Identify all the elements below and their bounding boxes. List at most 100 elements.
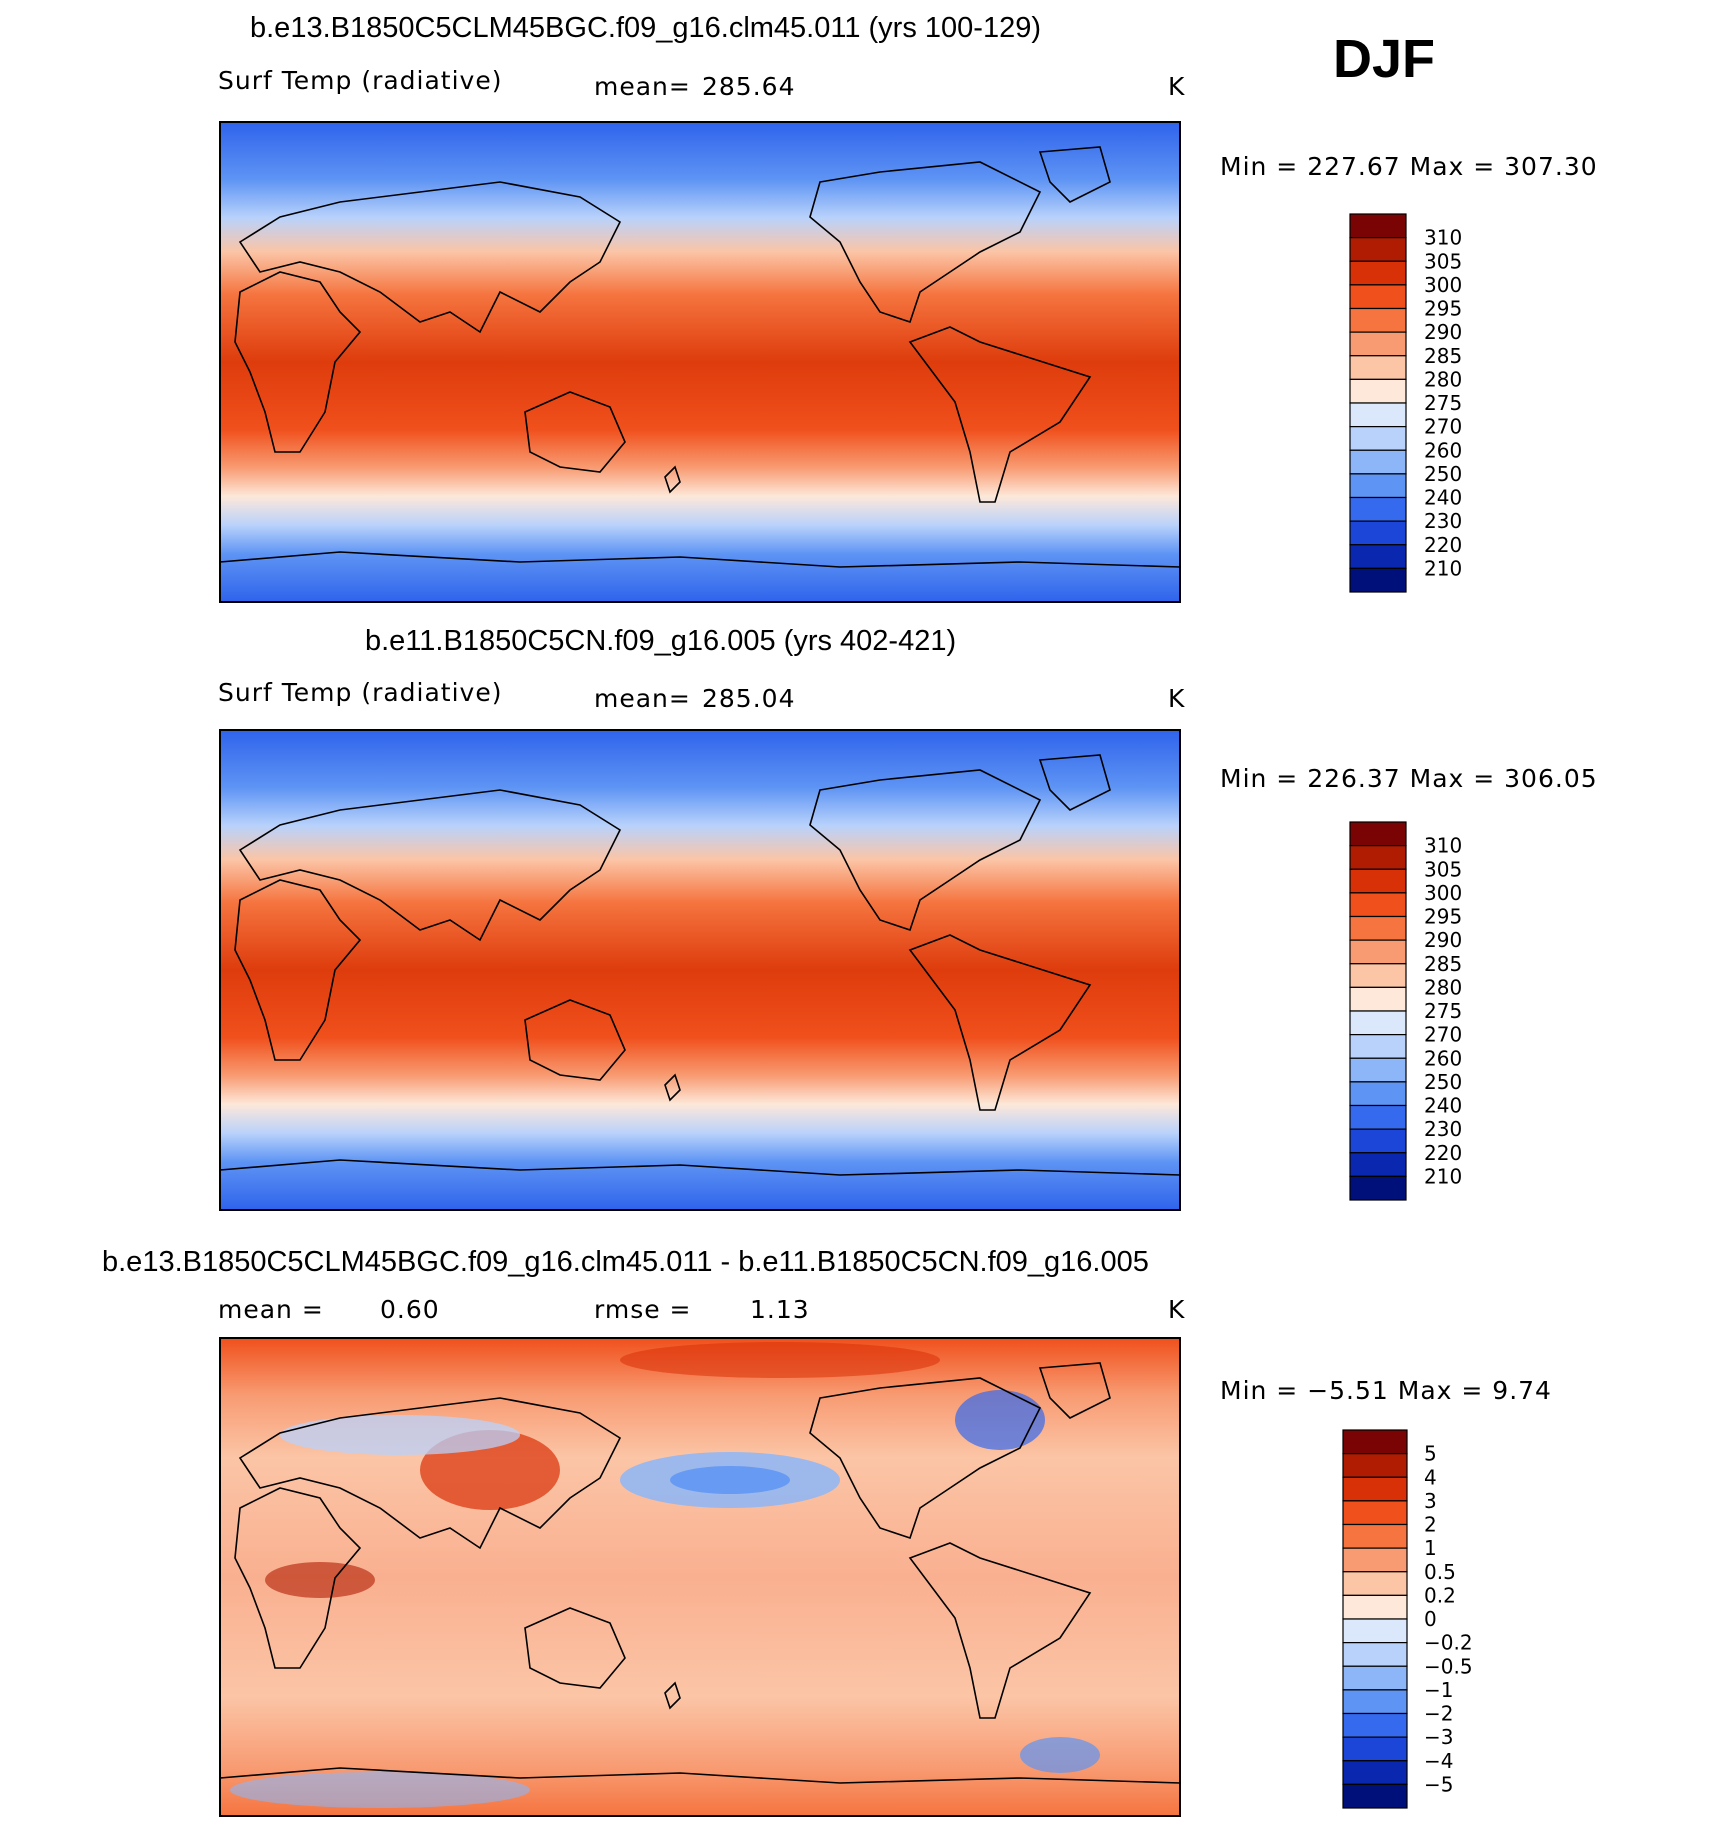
- panel3-rmse-value: 1.13: [750, 1295, 810, 1324]
- colorbar-tick-label: 230: [1424, 509, 1462, 533]
- panel3-title: b.e13.B1850C5CLM45BGC.f09_g16.clm45.011 …: [102, 1246, 1149, 1278]
- colorbar-swatch: [1349, 473, 1407, 499]
- panel1-mean-value: 285.64: [702, 72, 796, 101]
- colorbar-tick-label: 210: [1424, 1164, 1462, 1188]
- colorbar-swatch: [1349, 1057, 1407, 1083]
- panel1-variable: Surf Temp (radiative): [218, 66, 503, 95]
- colorbar-swatch: [1349, 307, 1407, 333]
- colorbar-tick-label: 285: [1424, 952, 1462, 976]
- colorbar-tick-label: −0.2: [1424, 1631, 1473, 1655]
- colorbar-tick-label: 240: [1424, 486, 1462, 510]
- colorbar-tick-label: −0.5: [1424, 1654, 1473, 1678]
- colorbar-tick-label: 4: [1424, 1465, 1437, 1489]
- colorbar-swatch: [1342, 1547, 1408, 1573]
- colorbar-tick-label: −3: [1424, 1725, 1453, 1749]
- colorbar-swatch: [1342, 1736, 1408, 1762]
- colorbar-tick-label: 1: [1424, 1536, 1437, 1560]
- colorbar-swatch: [1349, 520, 1407, 546]
- colorbar-swatch: [1342, 1453, 1408, 1478]
- panel2-variable: Surf Temp (radiative): [218, 678, 503, 707]
- colorbar-tick-label: 260: [1424, 438, 1462, 462]
- colorbar-tick-label: 310: [1424, 834, 1462, 858]
- colorbar-swatch: [1349, 331, 1407, 357]
- colorbar-swatch: [1349, 449, 1407, 475]
- colorbar-swatch: [1342, 1642, 1408, 1667]
- colorbar-tick-label: 2: [1424, 1513, 1437, 1537]
- colorbar-swatch: [1349, 1081, 1407, 1107]
- colorbar-tick-label: 230: [1424, 1117, 1462, 1141]
- panel2-colorbar: 3103053002952902852802752702602502402302…: [1349, 821, 1462, 1201]
- panel3-rmse-label: rmse =: [594, 1295, 692, 1324]
- panel1-colorbar: 3103053002952902852802752702602502402302…: [1349, 213, 1462, 593]
- colorbar-swatch: [1349, 963, 1407, 988]
- colorbar-swatch: [1349, 284, 1407, 310]
- colorbar-tick-label: 310: [1424, 226, 1462, 250]
- colorbar-swatch: [1349, 821, 1407, 847]
- colorbar-tick-label: 295: [1424, 905, 1462, 929]
- panel2-mean-label: mean=: [594, 684, 691, 713]
- colorbar-tick-label: 300: [1424, 881, 1462, 905]
- colorbar-swatch: [1342, 1783, 1408, 1809]
- panel3-mean-value: 0.60: [380, 1295, 440, 1324]
- season-label: DJF: [1333, 29, 1436, 89]
- colorbar-tick-label: 0: [1424, 1607, 1437, 1631]
- colorbar-tick-label: 300: [1424, 273, 1462, 297]
- colorbar-tick-label: 275: [1424, 999, 1462, 1023]
- colorbar-tick-label: 290: [1424, 928, 1462, 952]
- colorbar-tick-label: 240: [1424, 1094, 1462, 1118]
- panel1-mean-label: mean=: [594, 72, 691, 101]
- colorbar-swatch: [1349, 986, 1407, 1012]
- colorbar-swatch: [1349, 213, 1407, 239]
- colorbar-swatch: [1349, 845, 1407, 870]
- colorbar-tick-label: 0.5: [1424, 1560, 1456, 1584]
- colorbar-tick-label: 280: [1424, 367, 1462, 391]
- panel3-mean-label: mean =: [218, 1295, 324, 1324]
- colorbar-swatch: [1342, 1712, 1408, 1738]
- colorbar-swatch: [1349, 1175, 1407, 1201]
- colorbar-swatch: [1349, 939, 1407, 965]
- colorbar-swatch: [1349, 544, 1407, 569]
- colorbar-swatch: [1349, 567, 1407, 593]
- colorbar-tick-label: 250: [1424, 1070, 1462, 1094]
- colorbar-swatch: [1342, 1500, 1408, 1526]
- colorbar-swatch: [1342, 1665, 1408, 1691]
- panel1-minmax: Min = 227.67 Max = 307.30: [1220, 152, 1598, 181]
- colorbar-tick-label: 0.2: [1424, 1583, 1456, 1607]
- colorbar-tick-label: 5: [1424, 1442, 1437, 1466]
- colorbar-swatch: [1342, 1476, 1408, 1502]
- colorbar-tick-label: 250: [1424, 462, 1462, 486]
- colorbar-tick-label: 305: [1424, 857, 1462, 881]
- panel2-minmax: Min = 226.37 Max = 306.05: [1220, 764, 1598, 793]
- colorbar-swatch: [1349, 892, 1407, 918]
- colorbar-swatch: [1349, 260, 1407, 286]
- colorbar-tick-label: 260: [1424, 1046, 1462, 1070]
- colorbar-swatch: [1349, 426, 1407, 451]
- colorbar-tick-label: 210: [1424, 556, 1462, 580]
- panel2-map: [219, 729, 1181, 1211]
- colorbar-swatch: [1342, 1429, 1408, 1455]
- colorbar-tick-label: 290: [1424, 320, 1462, 344]
- colorbar-swatch: [1349, 355, 1407, 380]
- colorbar-swatch: [1349, 402, 1407, 428]
- colorbar-tick-label: 220: [1424, 1141, 1462, 1165]
- colorbar-swatch: [1342, 1594, 1408, 1620]
- colorbar-tick-label: 3: [1424, 1489, 1437, 1513]
- panel3-minmax: Min = −5.51 Max = 9.74: [1220, 1376, 1552, 1405]
- colorbar-tick-label: 295: [1424, 297, 1462, 321]
- colorbar-swatch: [1349, 1034, 1407, 1059]
- panel1-title: b.e13.B1850C5CLM45BGC.f09_g16.clm45.011 …: [250, 12, 1041, 44]
- colorbar-tick-label: −4: [1424, 1749, 1453, 1773]
- panel3-map: [219, 1337, 1181, 1817]
- colorbar-tick-label: 270: [1424, 1023, 1462, 1047]
- colorbar-tick-label: −1: [1424, 1678, 1453, 1702]
- colorbar-tick-label: −2: [1424, 1702, 1453, 1726]
- panel2-title: b.e11.B1850C5CN.f09_g16.005 (yrs 402-421…: [365, 625, 957, 657]
- colorbar-swatch: [1349, 1104, 1407, 1130]
- panel2-units: K: [1168, 684, 1186, 713]
- colorbar-swatch: [1342, 1618, 1408, 1644]
- colorbar-swatch: [1349, 1152, 1407, 1177]
- colorbar-tick-label: 275: [1424, 391, 1462, 415]
- colorbar-swatch: [1342, 1760, 1408, 1785]
